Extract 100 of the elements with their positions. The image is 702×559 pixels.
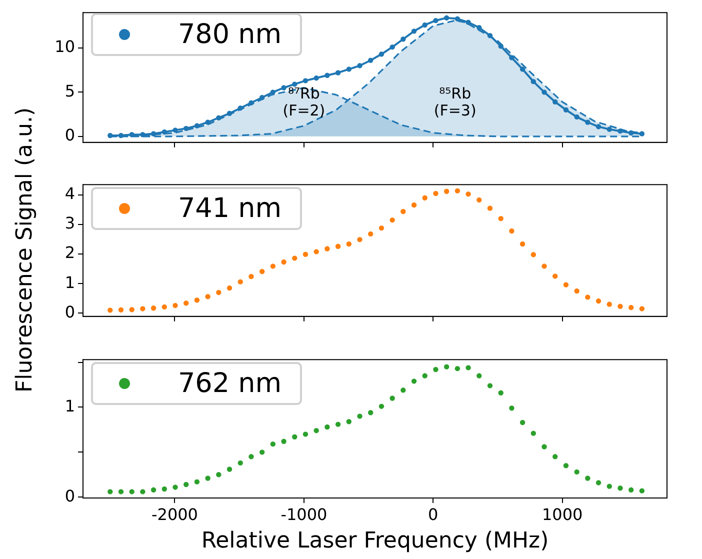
point [368, 410, 374, 416]
point [530, 430, 536, 436]
point [226, 110, 232, 116]
point [563, 282, 569, 288]
point [335, 422, 341, 427]
point [563, 107, 569, 112]
point [324, 72, 330, 78]
point [466, 365, 471, 370]
y-tick-label: 2 [64, 243, 75, 262]
point [618, 128, 623, 134]
point [205, 120, 210, 125]
point [476, 373, 482, 378]
y-tick-label: 3 [64, 214, 75, 233]
point [108, 132, 113, 138]
point [422, 195, 428, 200]
point [270, 441, 276, 447]
point [324, 424, 330, 430]
point [454, 188, 460, 194]
y-tick-label: 1 [64, 272, 75, 292]
point [184, 126, 189, 132]
point [335, 244, 341, 249]
point [563, 463, 569, 468]
point [639, 131, 645, 136]
point [216, 472, 222, 478]
point [238, 105, 243, 111]
point [618, 304, 623, 309]
point [400, 388, 406, 393]
point [205, 476, 210, 481]
point [530, 78, 536, 84]
point [129, 307, 134, 312]
point [498, 44, 504, 49]
point [368, 58, 374, 63]
point [476, 25, 482, 30]
point [585, 120, 590, 125]
point [400, 36, 406, 42]
point [248, 454, 254, 460]
point [378, 225, 384, 231]
x-tick-label: 1000 [542, 504, 583, 524]
point [216, 290, 222, 296]
legend-label: 780 nm [178, 19, 282, 50]
point [281, 438, 286, 444]
point [509, 406, 514, 411]
y-tick-label: 0 [64, 302, 75, 322]
point [357, 236, 362, 242]
point [574, 469, 580, 475]
point [520, 420, 526, 426]
y-tick-label: 0 [64, 486, 75, 506]
point [292, 82, 298, 87]
point [520, 66, 526, 72]
point [596, 124, 602, 130]
point [205, 294, 210, 300]
annotation: ⁸⁷Rb (F=2) [282, 84, 326, 120]
point [378, 52, 384, 57]
point [314, 75, 319, 81]
point [150, 131, 156, 136]
point [411, 28, 417, 34]
point [346, 419, 352, 424]
legend-label: 741 nm [178, 193, 282, 224]
x-tick-label: -1000 [280, 504, 328, 524]
annotation: ⁸⁵Rb (F=3) [434, 84, 476, 120]
x-tick-label: 0 [428, 504, 438, 524]
point [454, 366, 460, 372]
y-tick-label: 4 [64, 184, 75, 204]
point [140, 132, 146, 138]
point [194, 479, 200, 484]
point [302, 432, 308, 437]
point [118, 489, 124, 494]
point [390, 217, 395, 223]
point [466, 191, 471, 197]
point [422, 373, 428, 378]
y-axis-title: Fluorescence Signal (a.u.) [12, 107, 38, 393]
point [606, 302, 612, 307]
y-tick-label: 5 [64, 81, 75, 100]
point [216, 115, 222, 120]
point [628, 304, 634, 310]
point [628, 487, 634, 493]
point [172, 128, 178, 133]
point [639, 306, 645, 312]
point [162, 486, 167, 492]
point [140, 306, 146, 312]
point [487, 32, 493, 38]
point [335, 70, 341, 76]
point [487, 383, 493, 388]
point [639, 488, 645, 494]
point [542, 264, 547, 269]
point [585, 476, 590, 481]
point [281, 85, 286, 90]
point [509, 55, 514, 60]
point [238, 460, 243, 466]
point [302, 78, 308, 84]
point [281, 259, 286, 265]
point [378, 404, 384, 409]
point [292, 434, 298, 440]
point [596, 298, 602, 304]
point [466, 20, 471, 25]
point [226, 466, 232, 472]
point [108, 308, 113, 313]
point [400, 208, 406, 214]
point [454, 16, 460, 22]
point [270, 264, 276, 269]
